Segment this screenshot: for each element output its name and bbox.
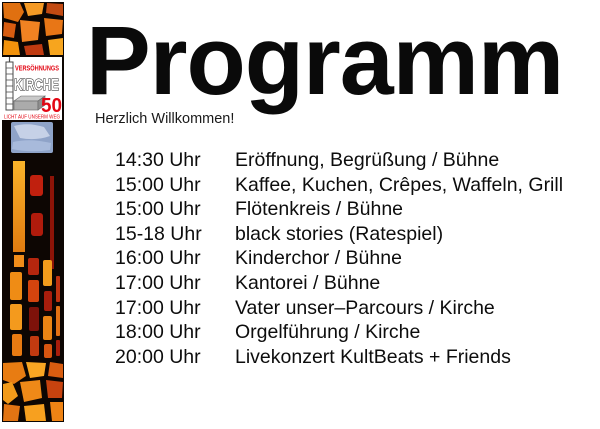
logo-line2: KIRCHE [14, 77, 59, 94]
schedule-event: black stories (Ratespiel) [235, 222, 444, 245]
schedule-event: Livekonzert KultBeats + Friends [235, 345, 511, 368]
schedule-event: Eröffnung, Begrüßung / Bühne [235, 149, 500, 171]
schedule-row: 15-18 Uhr black stories (Ratespiel) [115, 222, 590, 247]
schedule-time: 16:00 Uhr [115, 247, 201, 270]
schedule-time: 15:00 Uhr [115, 173, 201, 196]
schedule-event: Orgelführung / Kirche [235, 321, 421, 344]
schedule-time: 15:00 Uhr [115, 198, 201, 221]
schedule-row: 14:30 Uhr Eröffnung, Begrüßung / Bühne [115, 148, 590, 173]
schedule-time: 18:00 Uhr [115, 321, 201, 344]
schedule-time: 20:00 Uhr [115, 345, 201, 368]
schedule-row: 15:00 Uhr Kaffee, Kuchen, Crêpes, Waffeln… [115, 173, 590, 198]
logo-line1: VERSÖHNUNGS [15, 64, 59, 73]
schedule-event: Kinderchor / Bühne [235, 247, 402, 270]
schedule-event: Vater unser–Parcours / Kirche [235, 296, 495, 319]
church-tower-icon [5, 57, 14, 111]
page-title: Programm [86, 6, 564, 115]
schedule-row: 18:00 Uhr Orgelführung / Kirche [115, 320, 590, 345]
schedule-row: 17:00 Uhr Kantorei / Bühne [115, 271, 590, 296]
schedule-time: 17:00 Uhr [115, 271, 201, 294]
welcome-text: Herzlich Willkommen! [95, 111, 235, 127]
church-building-icon [13, 95, 46, 111]
church-logo: VERSÖHNUNGS KIRCHE 50 LICHT AUF UNSERM W… [2, 57, 62, 121]
glass-blue-piece [11, 122, 53, 153]
schedule-time: 15-18 Uhr [115, 222, 202, 245]
glass-top-crackle [3, 3, 63, 55]
schedule-row: 17:00 Uhr Vater unser–Parcours / Kirche [115, 296, 590, 321]
schedule-list: 14:30 Uhr Eröffnung, Begrüßung / Bühne 15:… [115, 148, 590, 369]
schedule-event: Flötenkreis / Bühne [235, 198, 404, 221]
glass-bottom-crackle [3, 362, 63, 421]
glass-vertical-strips [10, 161, 60, 358]
logo-anniversary: 50 [41, 95, 62, 117]
schedule-event: Kantorei / Bühne [235, 271, 381, 294]
schedule-time: 17:00 Uhr [115, 296, 201, 319]
schedule-event: Kaffee, Kuchen, Crêpes, Waffeln, Grill [235, 173, 564, 196]
stained-glass-window-svg: VERSÖHNUNGS KIRCHE 50 LICHT AUF UNSERM W… [2, 2, 64, 422]
logo-tagline: LICHT AUF UNSERM WEG [4, 115, 60, 121]
schedule-row: 15:00 Uhr Flötenkreis / Bühne [115, 197, 590, 222]
stained-glass-artwork: VERSÖHNUNGS KIRCHE 50 LICHT AUF UNSERM W… [0, 0, 66, 424]
schedule-row: 20:00 Uhr Livekonzert KultBeats + Friends [115, 345, 590, 370]
schedule-time: 14:30 Uhr [115, 149, 201, 171]
schedule-row: 16:00 Uhr Kinderchor / Bühne [115, 246, 590, 271]
